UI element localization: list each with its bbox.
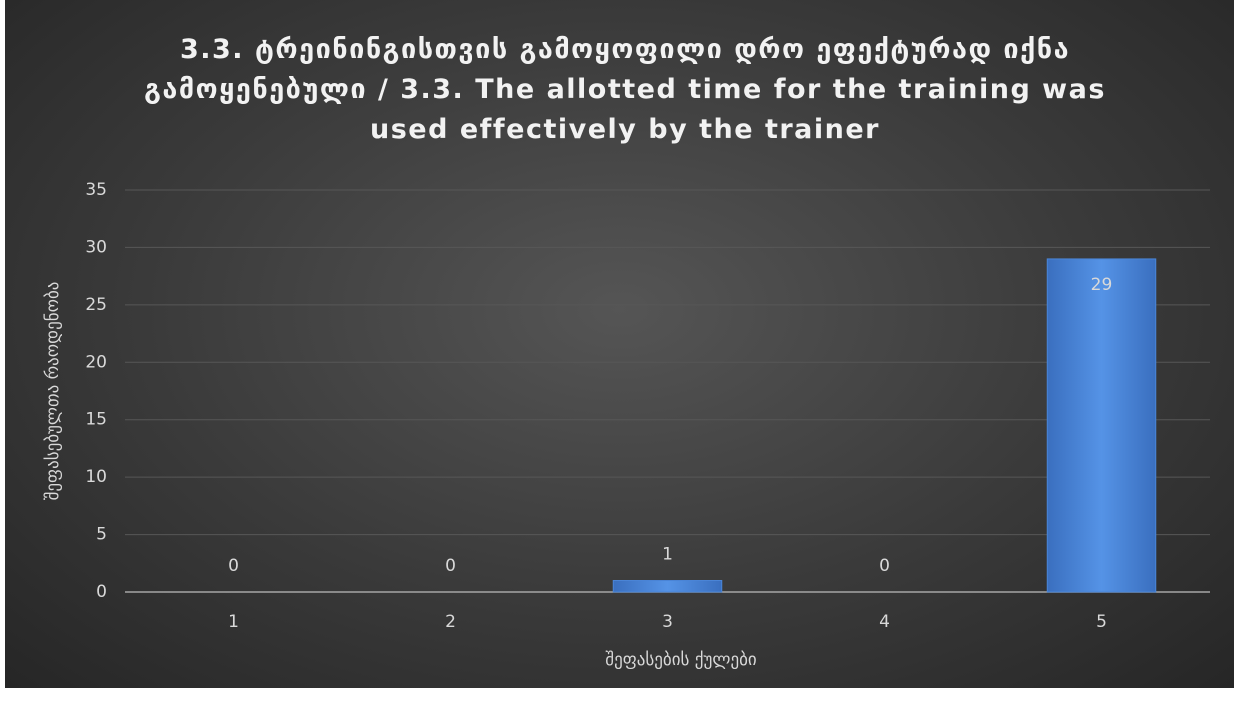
y-tick-label: 20 [85, 352, 107, 372]
x-tick-label: 5 [1096, 612, 1107, 632]
y-tick-label: 0 [96, 582, 107, 602]
x-axis-label: შეფასების ქულები [605, 650, 756, 670]
data-label: 29 [1091, 275, 1113, 295]
y-tick-label: 15 [85, 410, 107, 430]
data-label: 0 [228, 556, 239, 576]
x-tick-label: 1 [228, 612, 239, 632]
y-tick-label: 5 [96, 525, 107, 545]
chart: შეფასების ქულები შეფასებულთა რაოდენობა 0… [43, 180, 1210, 670]
data-label: 0 [879, 556, 890, 576]
y-tick-label: 25 [85, 295, 107, 315]
y-tick-label: 35 [85, 180, 107, 200]
y-axis-label: შეფასებულთა რაოდენობა [43, 282, 63, 501]
y-tick-label: 30 [85, 237, 107, 257]
x-tick-label: 4 [879, 612, 890, 632]
x-tick-label: 2 [445, 612, 456, 632]
data-label: 0 [445, 556, 456, 576]
x-tick-label: 3 [662, 612, 673, 632]
chart-title: 3.3. ტრეინინგისთვის გამოყოფილი დრო ეფექტ… [144, 34, 1106, 145]
bar [1046, 258, 1157, 593]
bar [612, 580, 723, 593]
chart-area: შეფასების ქულები შეფასებულთა რაოდენობა 0… [5, 0, 1234, 688]
data-label: 1 [662, 545, 673, 565]
y-tick-label: 10 [85, 467, 107, 487]
